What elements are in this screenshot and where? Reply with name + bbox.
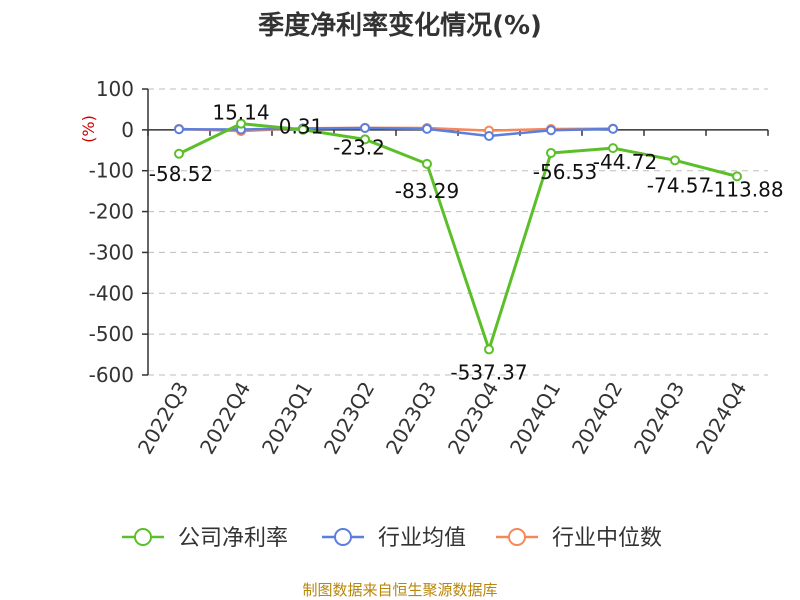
y-tick-label: -200 [89,200,134,224]
legend-item[interactable]: 公司净利率 [122,526,288,551]
data-label: -83.29 [395,179,459,203]
data-label: -44.72 [593,150,657,174]
x-tick-label: 2024Q3 [629,378,689,459]
x-tick-label: 2024Q1 [505,378,565,459]
data-point [298,124,308,135]
legend-marker-icon [134,528,152,546]
x-tick-label: 2024Q2 [567,378,627,459]
x-tick-label: 2023Q2 [319,378,379,459]
x-tick-label: 2023Q4 [443,378,503,459]
y-tick-labels: 100 0 -100 -200 -300 -400 -500 -600 [89,77,134,387]
y-tick-label: -100 [89,159,134,183]
y-tick-label: -400 [89,281,134,305]
data-label: -113.88 [706,177,783,201]
data-point [174,148,184,159]
data-point [174,124,184,135]
data-point [546,147,556,158]
y-tick-label: -500 [89,322,134,346]
series-line [178,122,738,351]
data-point [608,123,618,134]
y-tick-label: -300 [89,240,134,264]
legend-label: 行业均值 [378,526,466,551]
data-labels: -58.5215.140.31-23.2-83.29-537.37-56.53-… [149,101,784,385]
y-tick-label: 0 [121,118,134,142]
legend-label: 公司净利率 [178,526,288,551]
series-line [178,126,614,138]
x-tick-label: 2022Q4 [195,378,255,459]
x-tick-label: 2022Q3 [133,378,193,459]
x-tick-label: 2023Q1 [257,378,317,459]
series-lines [174,118,742,355]
data-point [422,158,432,169]
y-axis-unit-label: (%) [79,115,98,143]
legend-item[interactable]: 行业均值 [322,526,466,551]
data-point [484,344,494,355]
x-tick-labels: 2022Q3 2022Q4 2023Q1 2023Q2 2023Q3 2023Q4 2024… [133,378,751,459]
data-label: -56.53 [533,160,597,184]
data-source-note: 制图数据来自恒生聚源数据库 [302,581,497,599]
data-point [732,171,742,182]
data-label: -58.52 [149,162,213,186]
data-label: 0.31 [279,115,324,139]
legend-marker-icon [508,528,526,546]
data-point [484,130,494,141]
data-label: -23.2 [333,135,385,159]
data-point [670,155,680,166]
data-point [236,118,246,129]
y-tick-label: 100 [96,77,134,101]
data-point [608,143,618,154]
x-tick-label: 2024Q4 [691,378,751,459]
data-point [360,134,370,145]
legend-label: 行业中位数 [552,526,662,551]
x-tick-label: 2023Q3 [381,378,441,459]
data-point [546,125,556,136]
data-label: -537.37 [450,360,527,384]
chart-title: 季度净利率变化情况(%) [258,10,542,41]
y-tick-label: -600 [89,363,134,387]
legend-marker-icon [334,528,352,546]
data-label: -74.57 [647,173,711,197]
data-label: 15.14 [212,101,269,125]
data-point [360,123,370,134]
legend[interactable]: 公司净利率 行业均值 行业中位数 [122,526,662,551]
legend-item[interactable]: 行业中位数 [496,526,662,551]
data-point [422,123,432,134]
